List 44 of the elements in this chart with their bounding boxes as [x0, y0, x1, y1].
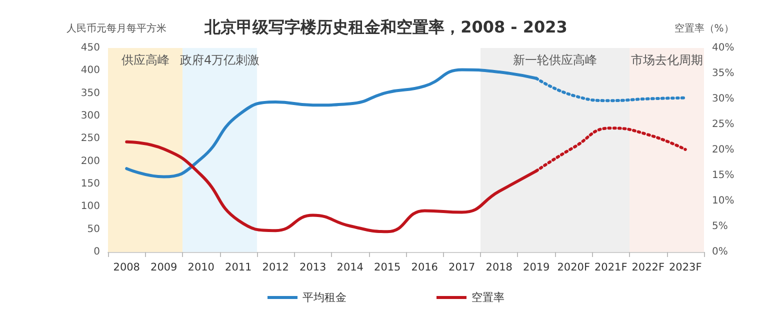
band-label: 新一轮供应高峰: [513, 53, 597, 67]
y2-axis-title: 空置率（%）: [674, 22, 734, 34]
x-tick-label: 2017: [448, 262, 476, 274]
x-tick-label: 2010: [188, 262, 214, 274]
x-tick-label: 2023F: [668, 262, 702, 274]
x-tick-label: 2008: [113, 262, 140, 274]
x-tick-label: 2012: [262, 262, 289, 274]
y2-tick-label: 5%: [712, 221, 728, 232]
y-axis-title: 人民币元每月每平方米: [66, 22, 167, 34]
y-tick-label: 50: [87, 224, 100, 235]
y-tick-label: 450: [80, 42, 100, 54]
x-tick-label: 2015: [374, 262, 401, 274]
y2-tick-label: 15%: [712, 170, 734, 181]
x-tick-label: 2019: [523, 262, 550, 274]
band-label: 市场去化周期: [630, 53, 703, 67]
y-tick-label: 150: [80, 178, 100, 190]
y-tick-label: 250: [80, 133, 100, 144]
y-tick-label: 200: [80, 156, 100, 167]
y-tick-label: 350: [80, 88, 100, 99]
x-tick-label: 2020F: [557, 262, 590, 274]
band-label: 政府4万亿刺激: [180, 53, 260, 67]
x-tick-label: 2009: [150, 262, 178, 274]
x-tick-label: 2021F: [594, 262, 628, 274]
y-tick-label: 100: [80, 201, 100, 212]
legend-label: 平均租金: [302, 291, 346, 304]
band-label: 供应高峰: [121, 53, 170, 67]
x-tick-label: 2022F: [632, 262, 665, 274]
y2-tick-label: 40%: [712, 42, 734, 54]
chart-title: 北京甲级写字楼历史租金和空置率，2008 - 2023: [204, 18, 568, 36]
y2-tick-label: 30%: [712, 94, 734, 104]
y2-tick-label: 10%: [712, 196, 734, 206]
y-tick-label: 400: [80, 65, 100, 76]
x-tick-label: 2011: [225, 262, 252, 274]
legend-label: 空置率: [472, 291, 504, 304]
y2-tick-label: 25%: [712, 119, 734, 130]
x-tick-label: 2018: [486, 262, 512, 274]
y-tick-label: 300: [80, 110, 100, 122]
x-tick-label: 2016: [411, 262, 438, 274]
y2-tick-label: 20%: [712, 144, 734, 156]
y2-tick-label: 0%: [712, 246, 728, 258]
x-tick-label: 2014: [336, 262, 364, 274]
y-tick-label: 0: [94, 246, 100, 258]
x-tick-label: 2013: [300, 262, 326, 274]
y2-tick-label: 35%: [712, 68, 734, 79]
